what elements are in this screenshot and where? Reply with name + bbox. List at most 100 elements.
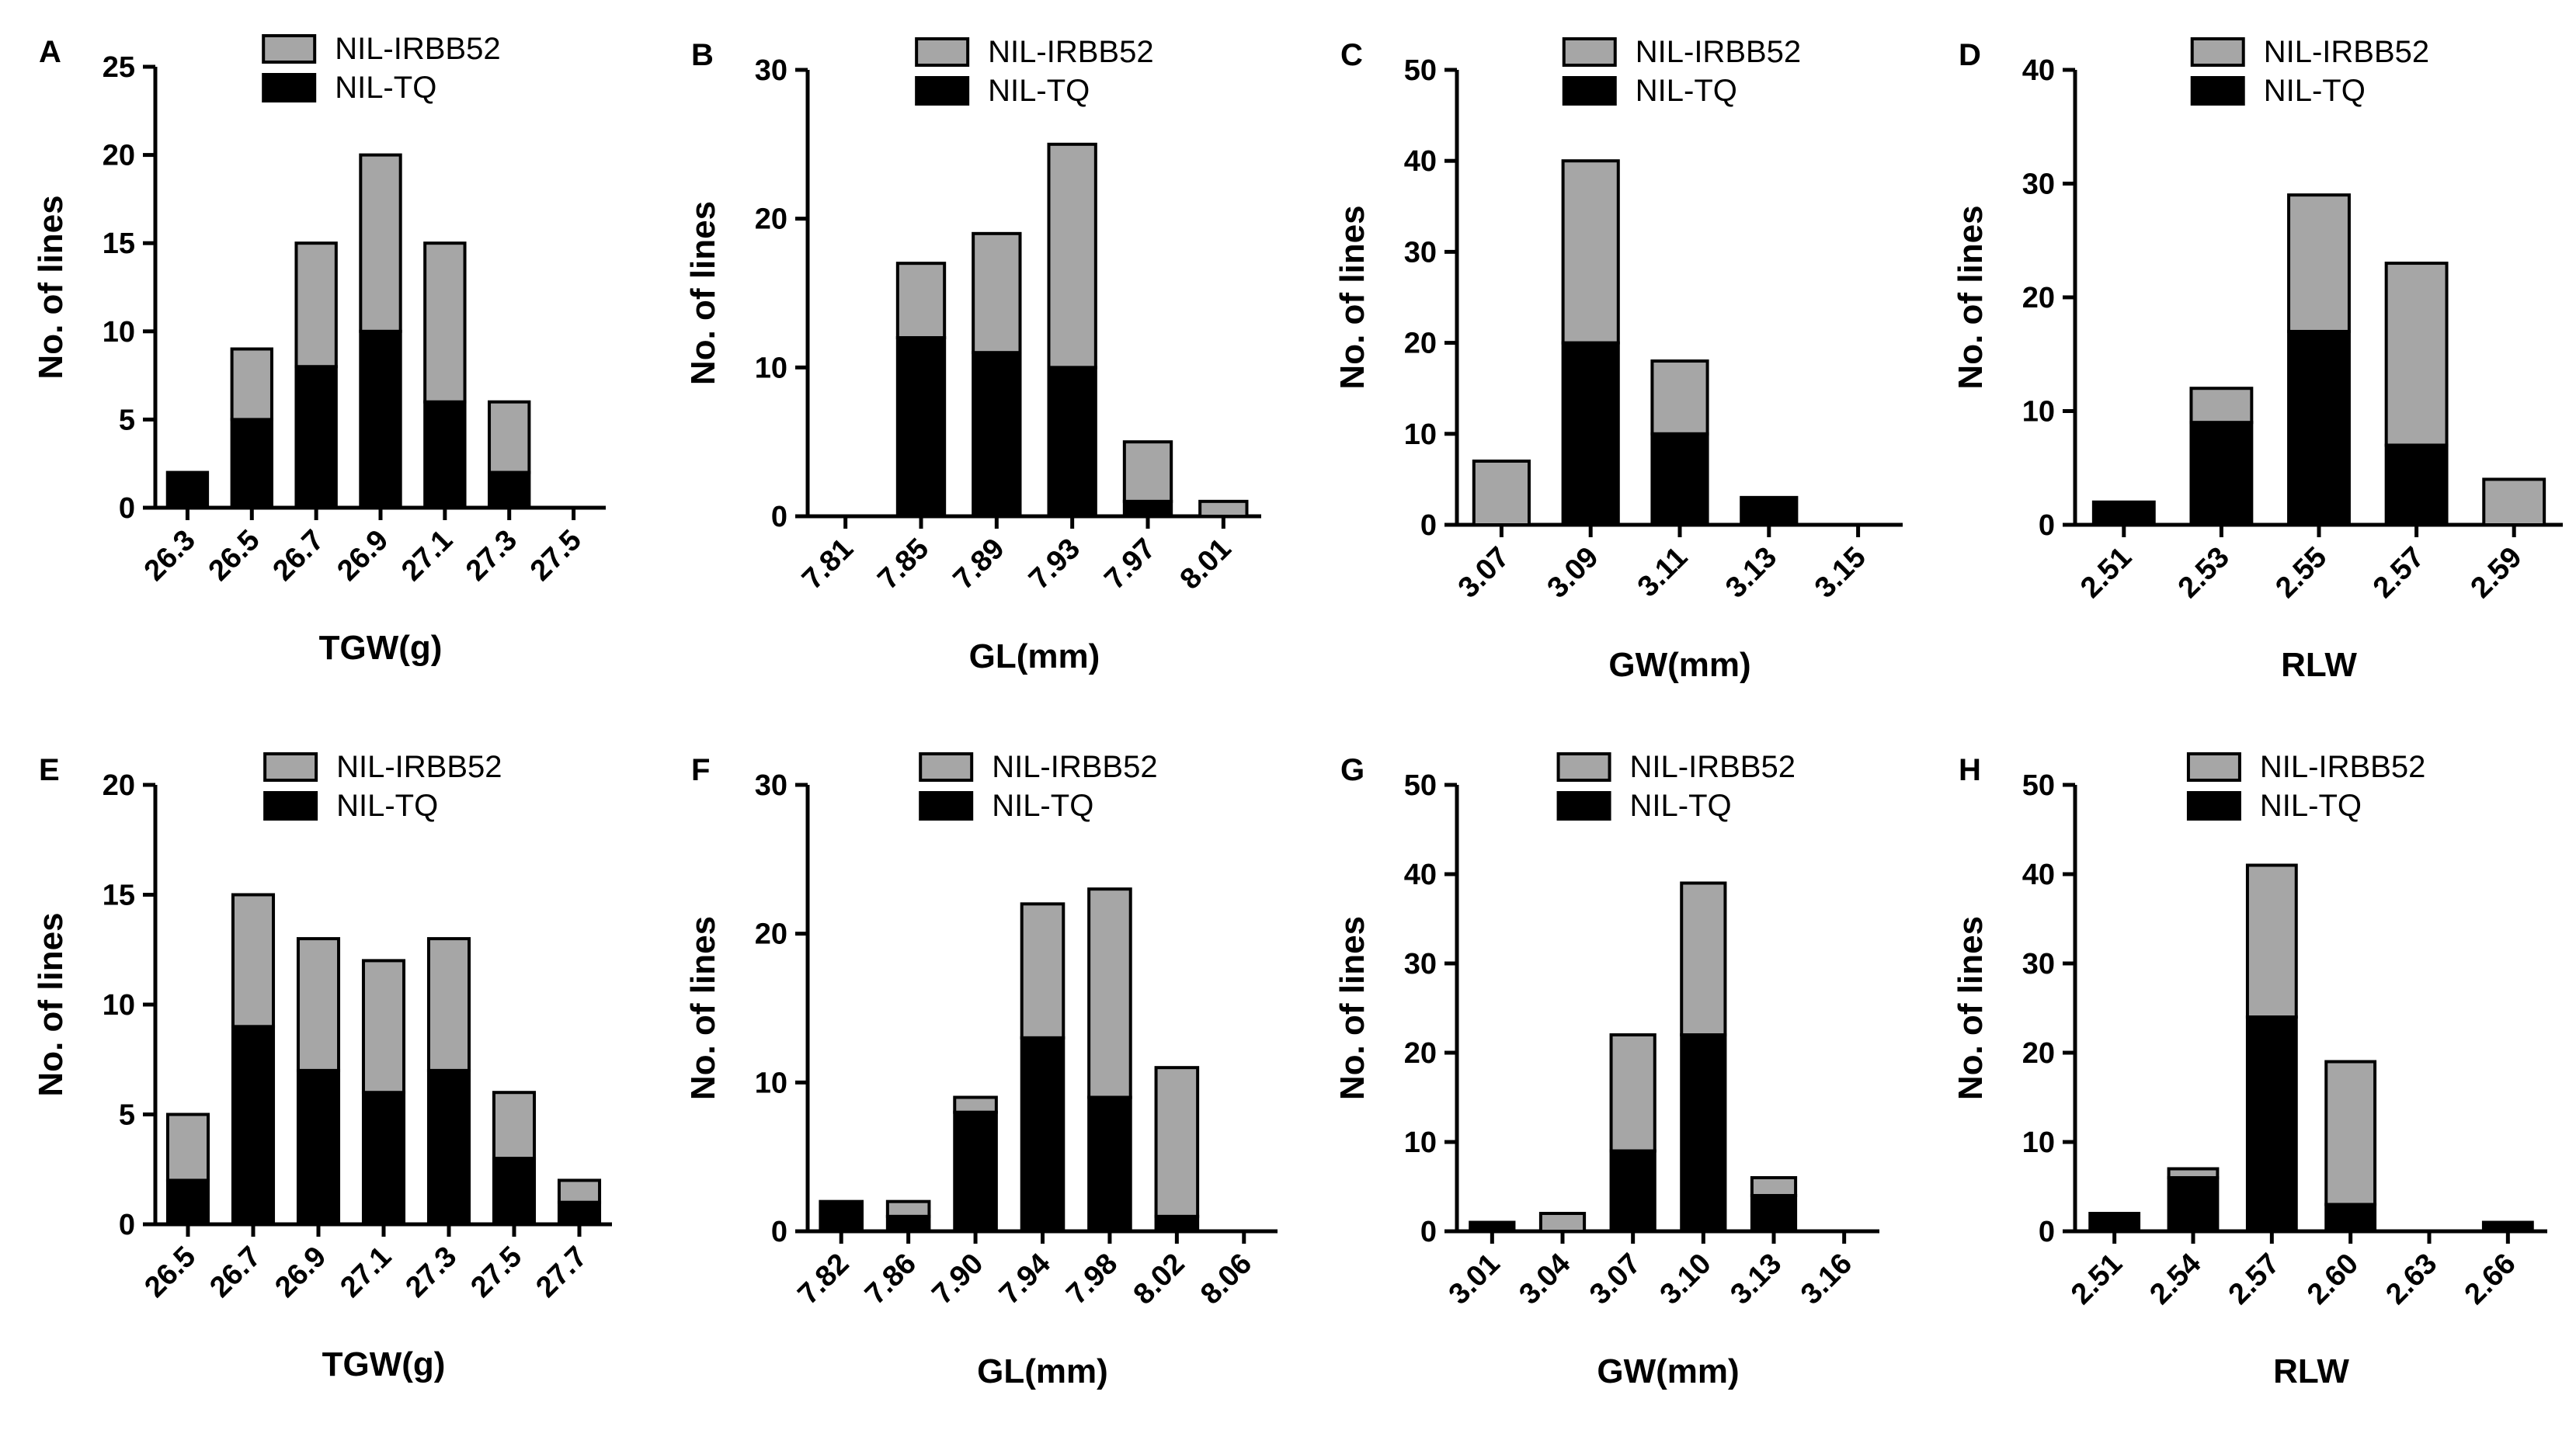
bar-nil-irbb52 [1020, 902, 1066, 1040]
y-tick-label: 40 [2022, 859, 2055, 891]
y-tick-label: 30 [2022, 948, 2055, 981]
x-tick-label: 2.66 [2459, 1248, 2522, 1311]
y-tick-label: 10 [2022, 1126, 2055, 1159]
bar-nil-irbb52 [2482, 477, 2546, 527]
bar-nil-tq [2384, 443, 2449, 527]
y-tick-label: 30 [1404, 948, 1437, 981]
x-tick-label: 2.51 [2065, 1248, 2129, 1311]
y-tick-label: 15 [103, 227, 135, 260]
bar-nil-tq [230, 418, 273, 510]
y-tick-label: 10 [755, 1067, 787, 1099]
bar-nil-irbb52 [1538, 1212, 1587, 1233]
bar-nil-irbb52 [1087, 887, 1132, 1099]
y-tick-label: 20 [2022, 282, 2055, 314]
x-tick-label: 2.63 [2380, 1248, 2443, 1311]
panel-letter: F [691, 753, 710, 787]
legend-swatch-nil-irbb52 [262, 34, 317, 64]
y-tick-label: 20 [1404, 328, 1437, 360]
x-tick-label: 7.82 [792, 1248, 856, 1311]
legend-swatch-nil-irbb52 [2186, 752, 2241, 782]
x-axis-title: GL(mm) [969, 637, 1100, 675]
bar-nil-irbb52 [488, 400, 531, 474]
y-tick-label: 20 [1404, 1037, 1437, 1070]
x-tick-label: 3.13 [1724, 1248, 1788, 1311]
bar-nil-irbb52 [426, 937, 471, 1072]
legend-label-nil-tq: NIL-TQ [2264, 74, 2366, 108]
y-tick-label: 10 [755, 352, 787, 384]
y-axis-title: No. of lines [1952, 916, 1990, 1100]
y-tick-label: 0 [771, 1216, 787, 1248]
bar-nil-tq [1154, 1214, 1200, 1234]
y-tick-label: 10 [1404, 1126, 1437, 1159]
y-tick-label: 20 [755, 918, 787, 951]
legend-label-nil-irbb52: NIL-IRBB52 [2260, 750, 2425, 784]
legend-label-nil-irbb52: NIL-IRBB52 [2264, 35, 2429, 69]
legend-swatch-nil-irbb52 [1562, 37, 1617, 67]
panel-letter: A [39, 35, 61, 69]
legend-label-nil-tq: NIL-TQ [335, 71, 436, 105]
legend-swatch-nil-tq [919, 791, 974, 821]
bar-nil-irbb52 [1047, 142, 1097, 370]
y-tick-label: 25 [103, 51, 135, 84]
legend-label-nil-tq: NIL-TQ [1630, 789, 1732, 823]
bar-nil-tq [361, 1091, 406, 1226]
bar-nil-tq [296, 1068, 341, 1227]
bar-nil-irbb52 [1122, 440, 1173, 503]
legend-label-nil-tq: NIL-TQ [336, 789, 438, 823]
x-tick-label: 26.7 [267, 524, 331, 588]
bar-nil-irbb52 [2324, 1060, 2377, 1206]
legend-label-nil-irbb52: NIL-IRBB52 [1630, 750, 1796, 784]
x-tick-label: 3.09 [1542, 541, 1605, 605]
bar-nil-tq [557, 1200, 602, 1226]
y-axis-title: No. of lines [1333, 205, 1371, 389]
x-tick-label: 3.11 [1632, 541, 1695, 604]
x-tick-label: 27.5 [464, 1241, 528, 1304]
bar-nil-tq [1561, 341, 1620, 526]
y-tick-label: 20 [103, 769, 135, 802]
x-axis-title: GW(mm) [1597, 1352, 1739, 1390]
bar-nil-irbb52 [972, 231, 1022, 355]
y-tick-label: 50 [1404, 54, 1437, 87]
bar-nil-tq [165, 1178, 210, 1227]
x-tick-label: 27.7 [530, 1241, 593, 1304]
bar-nil-tq [1047, 366, 1097, 519]
x-tick-label: 7.94 [993, 1248, 1057, 1311]
bar-nil-tq [885, 1214, 931, 1234]
y-tick-label: 30 [1404, 236, 1437, 269]
x-tick-label: 26.9 [331, 524, 395, 588]
x-tick-label: 7.81 [796, 533, 860, 596]
y-tick-label: 10 [103, 989, 135, 1022]
x-tick-label: 27.5 [524, 524, 588, 588]
bar-nil-irbb52 [2167, 1167, 2220, 1179]
bar-nil-irbb52 [557, 1178, 602, 1204]
panel-letter: H [1959, 753, 1981, 787]
x-tick-label: 7.90 [926, 1248, 989, 1311]
x-tick-label: 2.57 [2367, 541, 2431, 605]
legend: NIL-IRBB52 NIL-TQ [1556, 750, 1796, 823]
bar-nil-tq [1087, 1095, 1132, 1233]
y-tick-label: 0 [2039, 1216, 2055, 1248]
x-tick-label: 3.10 [1654, 1248, 1718, 1311]
y-tick-label: 5 [119, 1099, 135, 1132]
y-axis-title: No. of lines [1952, 205, 1990, 389]
y-tick-label: 50 [1404, 769, 1437, 802]
bar-nil-tq [1020, 1036, 1066, 1234]
chart-panel-f: F 0 10 20 30 No. of lines 7.82 7.86 7.90 7.94 7.98… [684, 750, 1278, 1390]
x-tick-label: 2.51 [2074, 541, 2138, 605]
x-tick-label: 2.55 [2269, 541, 2333, 605]
x-axis-title: GW(mm) [1608, 646, 1750, 684]
bar-nil-irbb52 [1561, 159, 1620, 345]
y-tick-label: 30 [2022, 168, 2055, 201]
legend-label-nil-irbb52: NIL-IRBB52 [335, 32, 500, 66]
y-axis-title: No. of lines [684, 916, 722, 1100]
x-tick-label: 3.16 [1795, 1248, 1858, 1311]
y-axis-title: No. of lines [32, 912, 70, 1096]
y-tick-label: 0 [1420, 509, 1437, 542]
y-axis-title: No. of lines [684, 201, 722, 385]
legend-label-nil-tq: NIL-TQ [2260, 789, 2362, 823]
legend-swatch-nil-tq [263, 791, 318, 821]
legend: NIL-IRBB52 NIL-TQ [2190, 35, 2429, 108]
y-tick-label: 40 [1404, 145, 1437, 178]
